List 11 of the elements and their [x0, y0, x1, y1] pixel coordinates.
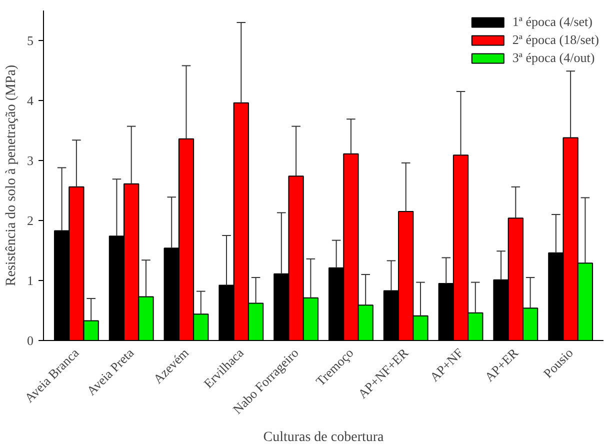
- y-tick-label: 1: [27, 273, 34, 288]
- y-tick-label: 2: [27, 213, 34, 228]
- y-tick-label: 0: [27, 333, 34, 348]
- y-tick-label: 5: [27, 33, 34, 48]
- legend-label: 1ª época (4/set): [512, 14, 592, 30]
- y-tick-label: 4: [27, 93, 34, 108]
- legend-label: 3ª época (4/out): [512, 50, 595, 66]
- x-axis-title: Culturas de cobertura: [263, 430, 385, 446]
- y-axis-title: Resistência do solo à penetração (MPa): [4, 64, 19, 286]
- y-tick-label: 3: [27, 153, 34, 168]
- legend-label: 2ª época (18/set): [512, 32, 599, 48]
